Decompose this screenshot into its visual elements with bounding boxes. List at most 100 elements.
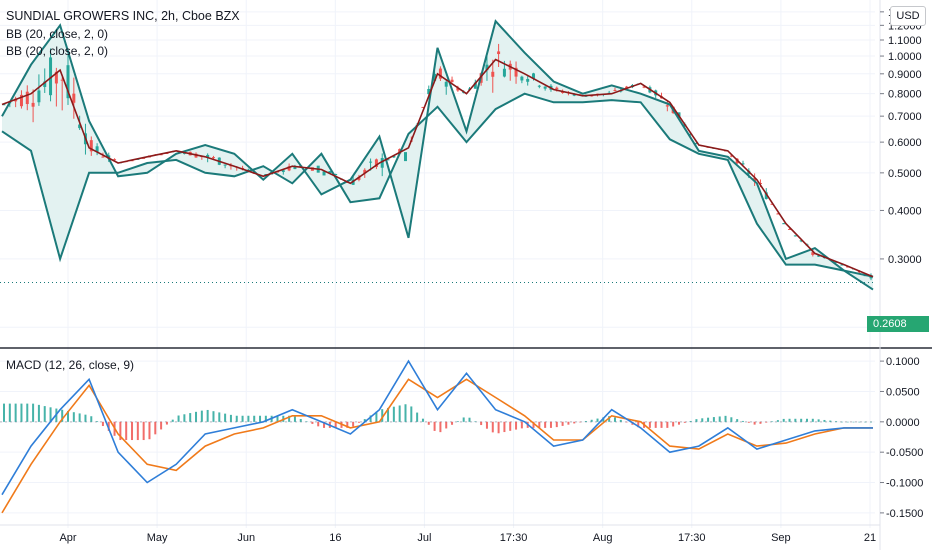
candle-body [37,90,41,103]
symbol-title: SUNDIAL GROWERS INC, 2h, Cboe BZX [6,9,240,23]
candle-body [328,171,332,174]
macd-hist-bar [707,417,710,422]
macd-hist-bar [299,419,302,422]
macd-hist-bar [648,421,651,428]
macd-hist-bar [765,421,768,423]
macd-hist-bar [701,418,704,422]
candle-body [2,104,6,106]
macd-hist-bar [37,404,40,422]
macd-hist-bar [683,421,686,423]
macd-hist-bar [410,406,413,422]
macd-hist-bar [689,420,692,422]
macd-hist-bar [49,407,52,422]
macd-hist-bar [823,419,826,422]
candle-body [444,81,448,87]
macd-hist-bar [26,403,29,422]
macd-hist-bar [538,421,541,428]
candle-body [101,156,105,158]
macd-tick-label: -0.1000 [886,478,923,490]
macd-hist-bar [363,419,366,422]
macd-hist-bar [677,421,680,425]
time-tick-label: 21 [864,532,876,544]
bb-legend-2[interactable]: BB (20, close, 2, 0) [6,44,109,58]
macd-hist-bar [480,421,483,426]
macd-histogram [3,403,872,441]
macd-hist-bar [288,415,291,422]
time-tick-label: Sep [771,532,791,544]
currency-button[interactable]: USD [890,6,926,26]
macd-hist-bar [14,403,17,422]
macd-hist-bar [503,421,506,433]
candle-body [78,124,82,129]
candle-body [502,68,506,77]
candle-body [66,65,70,99]
macd-hist-bar [509,421,512,431]
macd-hist-bar [317,421,320,427]
candle-body [782,223,786,225]
macd-hist-bar [131,421,134,441]
macd-hist-bar [154,421,157,435]
macd-hist-bar [561,421,564,426]
macd-hist-bar [852,421,855,423]
macd-hist-bar [835,421,838,422]
candle-body [293,166,297,170]
macd-hist-bar [474,421,477,422]
macd-hist-bar [67,410,70,422]
bb-legend-1[interactable]: BB (20, close, 2, 0) [6,27,109,41]
price-tick-label: 0.7000 [888,111,922,123]
macd-hist-bar [741,420,744,422]
macd-hist-bar [439,421,442,433]
macd-hist-bar [20,403,23,422]
macd-hist-bar [218,412,221,422]
macd-hist-bar [381,409,384,422]
candle-body [625,86,629,89]
bb-basis-line [1,58,874,278]
candle-body [537,85,541,87]
candle-body [799,240,803,242]
macd-hist-bar [416,412,419,422]
candle-body [642,86,646,88]
time-tick-label: 16 [329,532,341,544]
candle-body [788,228,792,230]
candle-body [49,57,53,96]
macd-hist-bar [8,403,11,422]
candle-body [380,158,384,168]
price-tick-label: 0.4000 [888,205,922,217]
macd-hist-bar [136,421,139,441]
macd-hist-bar [276,415,279,422]
macd-hist-bar [590,419,593,422]
candle-body [514,67,518,77]
candle-body [223,164,227,166]
candle-body [764,192,768,200]
time-tick-label: Aug [593,532,613,544]
candle-body [520,76,524,81]
candle-body [182,152,186,154]
macd-hist-bar [323,421,326,428]
macd-legend[interactable]: MACD (12, 26, close, 9) [6,358,135,372]
candle-body [555,87,559,90]
macd-hist-bar [451,421,454,425]
macd-hist-bar [567,421,570,425]
price-tick-label: 0.3000 [888,254,922,266]
candle-body [729,155,733,157]
macd-hist-bar [445,421,448,429]
macd-hist-bar [334,421,337,428]
candle-body [753,178,757,182]
candle-body [456,87,460,91]
macd-hist-bar [817,419,820,422]
price-tick-label: 0.8000 [888,89,922,101]
candle-body [43,81,47,87]
macd-hist-bar [660,421,663,428]
macd-hist-bar [654,421,657,428]
macd-hist-bar [666,421,669,428]
price-tick-label: 1.0000 [888,51,922,63]
candle-body [793,235,797,237]
macd-hist-bar [72,412,75,422]
macd-hist-bar [695,419,698,422]
macd-tick-label: 0.0000 [886,417,920,429]
macd-hist-bar [491,421,494,433]
macd-tick-label: 0.0500 [886,386,920,398]
candle-body [817,255,821,257]
time-tick-label: 17:30 [500,532,528,544]
